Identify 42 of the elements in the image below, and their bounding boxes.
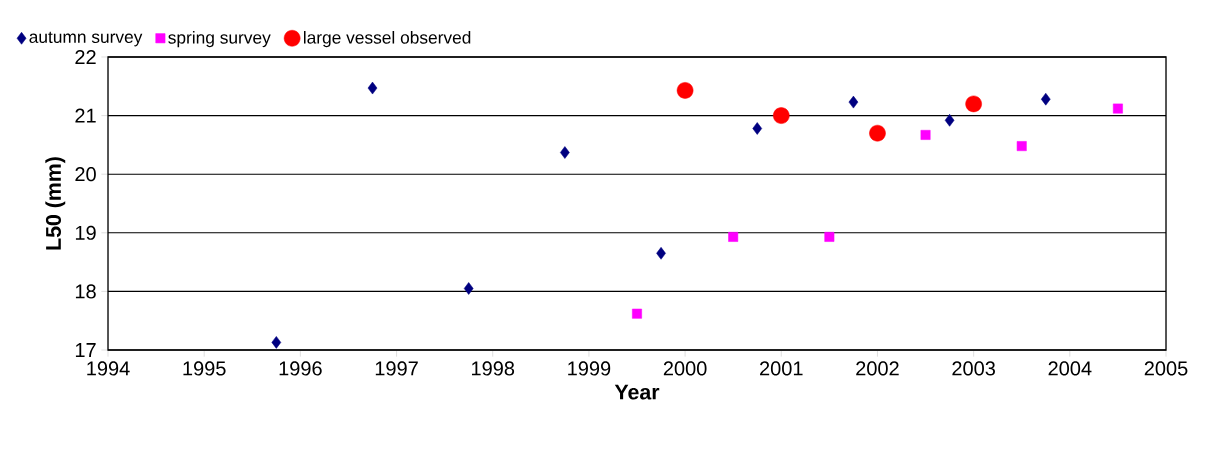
- x-tick-label: 1998: [472, 361, 515, 376]
- x-tick-label: 2004: [1048, 361, 1092, 376]
- point: [728, 231, 739, 242]
- x-tick-label: 1996: [279, 361, 322, 376]
- x-tick-label: 2003: [952, 361, 995, 376]
- y-tick-label: 17: [75, 343, 96, 357]
- x-tick-label: 2001: [760, 361, 803, 376]
- point: [271, 336, 282, 349]
- point: [463, 282, 474, 295]
- x-tick-label: 1997: [375, 361, 418, 376]
- point: [920, 130, 931, 140]
- legend-label: large vessel observed: [303, 30, 471, 48]
- y-tick-label: 21: [75, 108, 96, 123]
- point: [367, 81, 378, 95]
- point: [944, 114, 955, 127]
- x-axis-title: Year: [614, 384, 660, 400]
- point: [965, 95, 982, 113]
- x-tick-label: 1995: [183, 361, 226, 376]
- point: [656, 247, 666, 260]
- y-tick-label: 19: [75, 225, 96, 240]
- y-tick-label: 18: [75, 284, 96, 299]
- x-tick-label: 1999: [568, 361, 611, 376]
- point: [824, 231, 835, 242]
- y-tick-label: 22: [75, 50, 96, 64]
- point: [1112, 103, 1123, 114]
- y-axis-title: L50 (mm): [45, 157, 66, 250]
- x-tick-label: 2000: [663, 361, 707, 376]
- point: [632, 308, 642, 319]
- point: [848, 95, 859, 109]
- point: [1041, 92, 1051, 106]
- point: [752, 122, 762, 135]
- point: [773, 107, 790, 124]
- point: [676, 82, 694, 99]
- x-tick-label: 2002: [856, 361, 899, 376]
- legend-label: autumn survey: [29, 31, 143, 47]
- y-tick-label: 20: [75, 167, 96, 182]
- x-tick-label: 1994: [87, 361, 130, 376]
- legend-label: spring survey: [168, 30, 271, 48]
- point: [869, 124, 886, 142]
- point: [1016, 141, 1027, 152]
- point: [560, 146, 570, 159]
- x-tick-label: 2005: [1144, 361, 1188, 376]
